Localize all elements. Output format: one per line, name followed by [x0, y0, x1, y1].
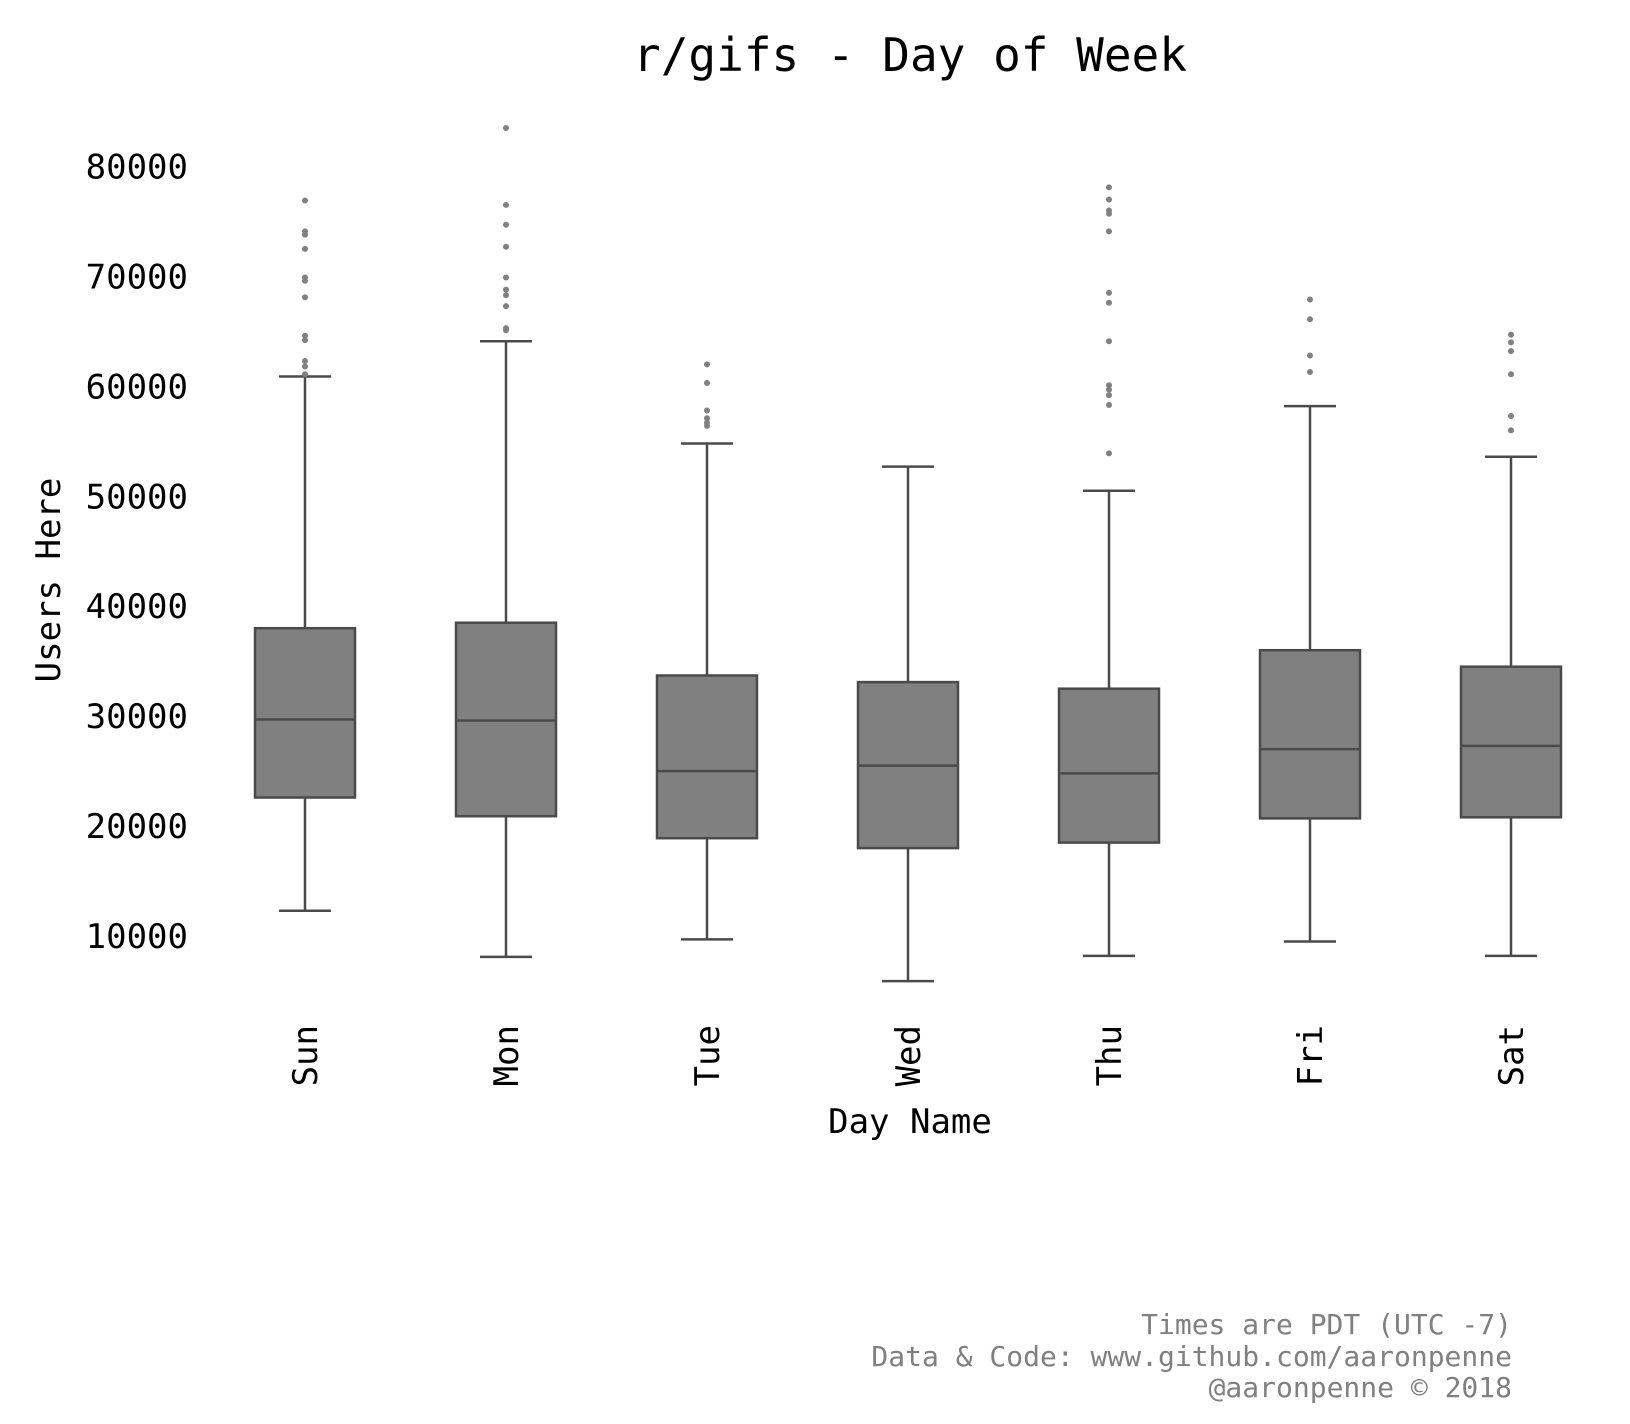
y-tick-label: 70000: [86, 257, 188, 297]
box-tue: [655, 361, 759, 941]
outlier-point: [1508, 348, 1514, 355]
outlier-point: [302, 245, 308, 252]
outlier-point: [1106, 450, 1112, 457]
outlier-point: [503, 303, 509, 310]
outlier-point: [503, 124, 509, 131]
outlier-point: [1508, 331, 1514, 338]
outlier-point: [704, 380, 710, 387]
x-axis-ticks: Sun Mon Tue Wed Thu Fri Sat: [286, 1025, 1532, 1086]
y-tick-label: 80000: [86, 147, 188, 187]
outlier-point: [1106, 392, 1112, 399]
outlier-point: [503, 201, 509, 208]
outlier-point: [302, 358, 308, 365]
outlier-point: [1508, 413, 1514, 420]
outlier-point: [1307, 352, 1313, 359]
outlier-point: [704, 415, 710, 422]
footer-source-note: Data & Code: www.github.com/aaronpenne: [871, 1340, 1512, 1373]
outlier-point: [1307, 369, 1313, 376]
box-thu: [1057, 184, 1161, 958]
box-sat: [1459, 331, 1563, 958]
x-axis-label: Day Name: [828, 1102, 992, 1142]
x-tick-label: Fri: [1291, 1025, 1331, 1086]
iqr-box: [1258, 648, 1362, 820]
box-mon: [454, 124, 558, 959]
chart-title: r/gifs - Day of Week: [633, 28, 1187, 82]
outlier-point: [503, 292, 509, 299]
outlier-point: [503, 327, 509, 334]
outlier-point: [1508, 427, 1514, 434]
outlier-point: [704, 361, 710, 368]
outlier-point: [1307, 296, 1313, 303]
outlier-point: [302, 371, 308, 378]
outlier-point: [302, 363, 308, 370]
outlier-point: [1106, 382, 1112, 389]
x-tick-label: Wed: [889, 1025, 929, 1086]
box-sun: [253, 197, 357, 913]
iqr-box: [655, 674, 759, 840]
outlier-point: [1106, 299, 1112, 306]
y-tick-label: 60000: [86, 367, 188, 407]
footer-copyright: @aaronpenne © 2018: [1209, 1371, 1512, 1404]
outlier-point: [1106, 338, 1112, 345]
footer-timezone-note: Times are PDT (UTC -7): [1141, 1308, 1512, 1341]
outlier-point: [1106, 210, 1112, 217]
iqr-box: [1459, 665, 1563, 819]
outlier-point: [704, 407, 710, 414]
x-tick-label: Sat: [1492, 1025, 1532, 1086]
outlier-point: [503, 286, 509, 293]
outlier-point: [1106, 196, 1112, 203]
outlier-point: [302, 231, 308, 238]
outlier-point: [1508, 371, 1514, 378]
x-tick-label: Sun: [286, 1025, 326, 1086]
outlier-point: [302, 277, 308, 284]
y-tick-label: 40000: [86, 587, 188, 627]
outlier-point: [1307, 316, 1313, 323]
outlier-point: [302, 197, 308, 204]
box-fri: [1258, 296, 1362, 943]
y-tick-label: 50000: [86, 477, 188, 517]
boxes: [253, 124, 1563, 983]
outlier-point: [503, 243, 509, 250]
outlier-point: [1106, 386, 1112, 393]
x-tick-label: Thu: [1090, 1025, 1130, 1086]
iqr-box: [1057, 687, 1161, 844]
x-tick-label: Mon: [487, 1025, 527, 1086]
outlier-point: [704, 422, 710, 429]
outlier-point: [302, 294, 308, 301]
outlier-point: [302, 337, 308, 344]
y-axis-label: Users Here: [29, 478, 69, 683]
y-tick-label: 20000: [86, 807, 188, 847]
y-tick-label: 10000: [86, 917, 188, 957]
outlier-point: [1106, 402, 1112, 409]
outlier-point: [1106, 228, 1112, 235]
y-axis-ticks: 10000 20000 30000 40000 50000 60000 70000 80000: [86, 147, 188, 957]
outlier-point: [1106, 289, 1112, 296]
x-tick-label: Tue: [688, 1025, 728, 1086]
box-wed: [856, 465, 960, 983]
outlier-point: [1106, 184, 1112, 191]
outlier-point: [503, 221, 509, 228]
y-tick-label: 30000: [86, 697, 188, 737]
outlier-point: [503, 274, 509, 281]
outlier-point: [302, 332, 308, 339]
iqr-box: [253, 626, 357, 799]
outlier-point: [1508, 339, 1514, 346]
